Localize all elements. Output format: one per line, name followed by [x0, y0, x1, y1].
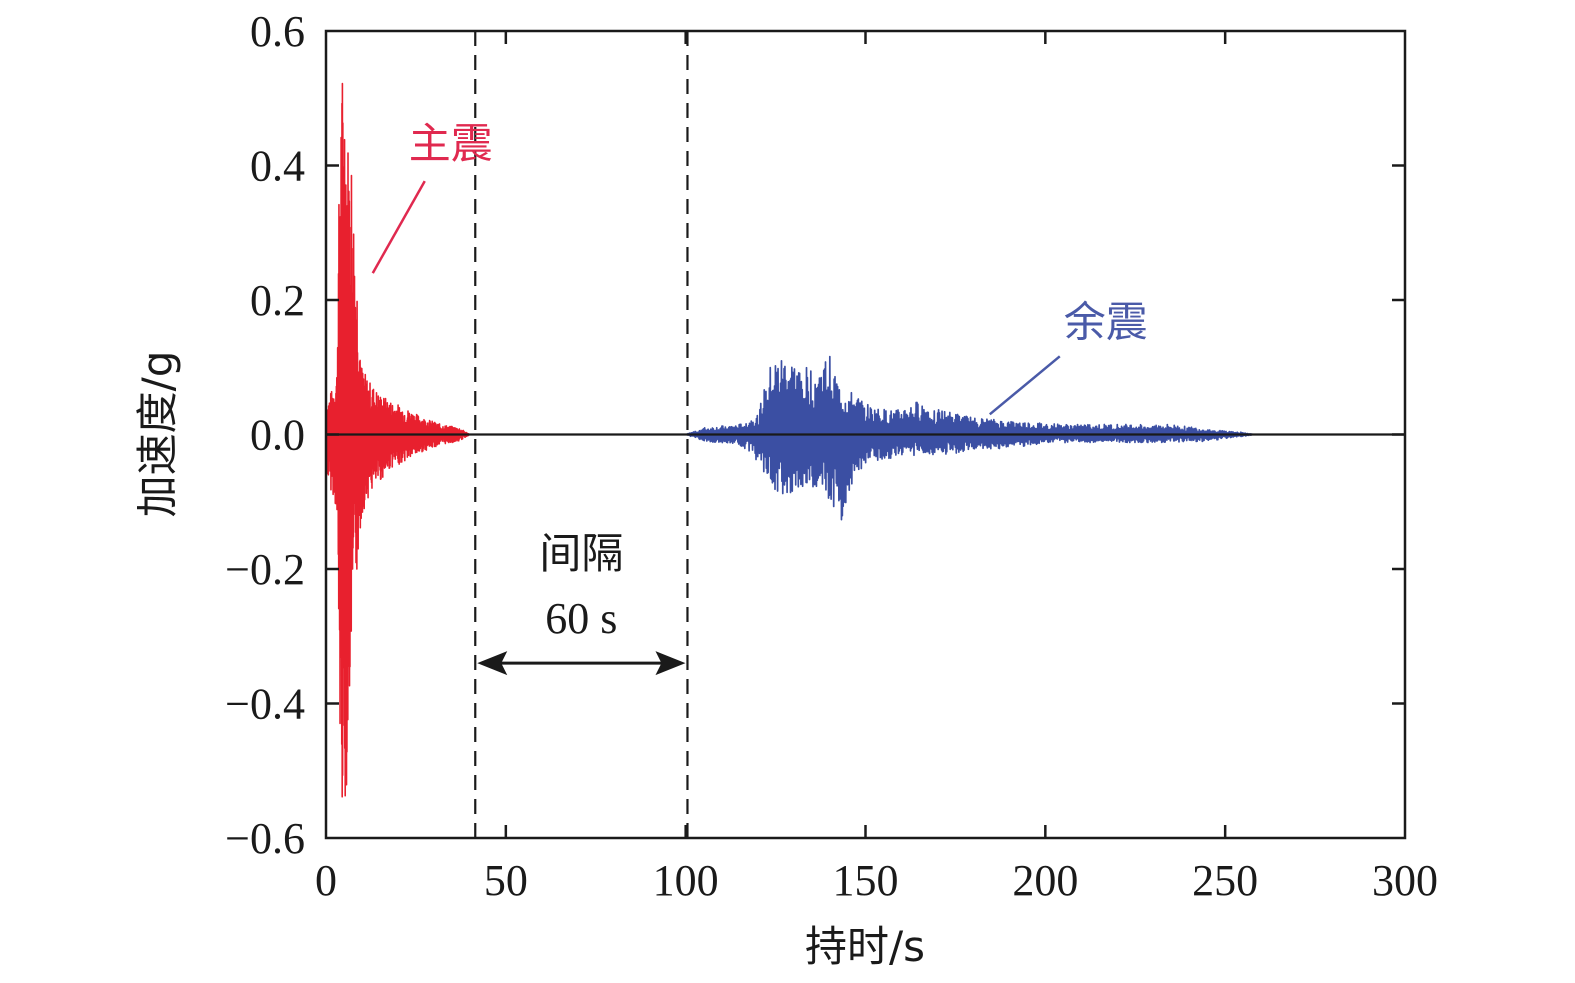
interval-arrow-right-head	[655, 651, 686, 676]
y-tick-label: −0.6	[225, 814, 305, 863]
y-tick-label: 0.6	[250, 7, 305, 56]
y-tick-label: −0.4	[225, 680, 305, 729]
y-axis-title: 加速度/g	[133, 351, 182, 518]
x-tick-label: 150	[833, 856, 899, 905]
aftershock-leader-line	[988, 355, 1061, 416]
x-tick-label: 250	[1192, 856, 1258, 905]
interval-guides: 间隔 60 s	[474, 31, 689, 838]
x-tick-label: 50	[484, 856, 528, 905]
mainshock-leader-line	[371, 180, 426, 274]
axis-ticks: 0 50 100 150 200 250 300 0.6 0.4 0.2 0.0 −0.2 −0.4 −0…	[225, 7, 1438, 905]
y-tick-label: 0.0	[250, 411, 305, 460]
mainshock-label: 主震	[409, 119, 493, 168]
y-tick-label: −0.2	[225, 545, 305, 594]
y-tick-label: 0.2	[250, 276, 305, 325]
y-tick-label: 0.4	[250, 142, 305, 191]
interval-label: 间隔	[539, 529, 623, 578]
interval-value-label: 60 s	[545, 594, 617, 643]
series-line-mainshock	[326, 82, 471, 798]
x-tick-label: 300	[1372, 856, 1438, 905]
x-tick-label: 100	[653, 856, 719, 905]
interval-arrow-left-head	[477, 651, 508, 676]
x-tick-label: 0	[315, 856, 337, 905]
x-tick-label: 200	[1012, 856, 1078, 905]
x-axis-title: 持时/s	[805, 922, 925, 971]
series-line-aftershock	[685, 355, 1255, 521]
aftershock-label: 余震	[1064, 297, 1148, 346]
series-layer	[326, 82, 1255, 798]
